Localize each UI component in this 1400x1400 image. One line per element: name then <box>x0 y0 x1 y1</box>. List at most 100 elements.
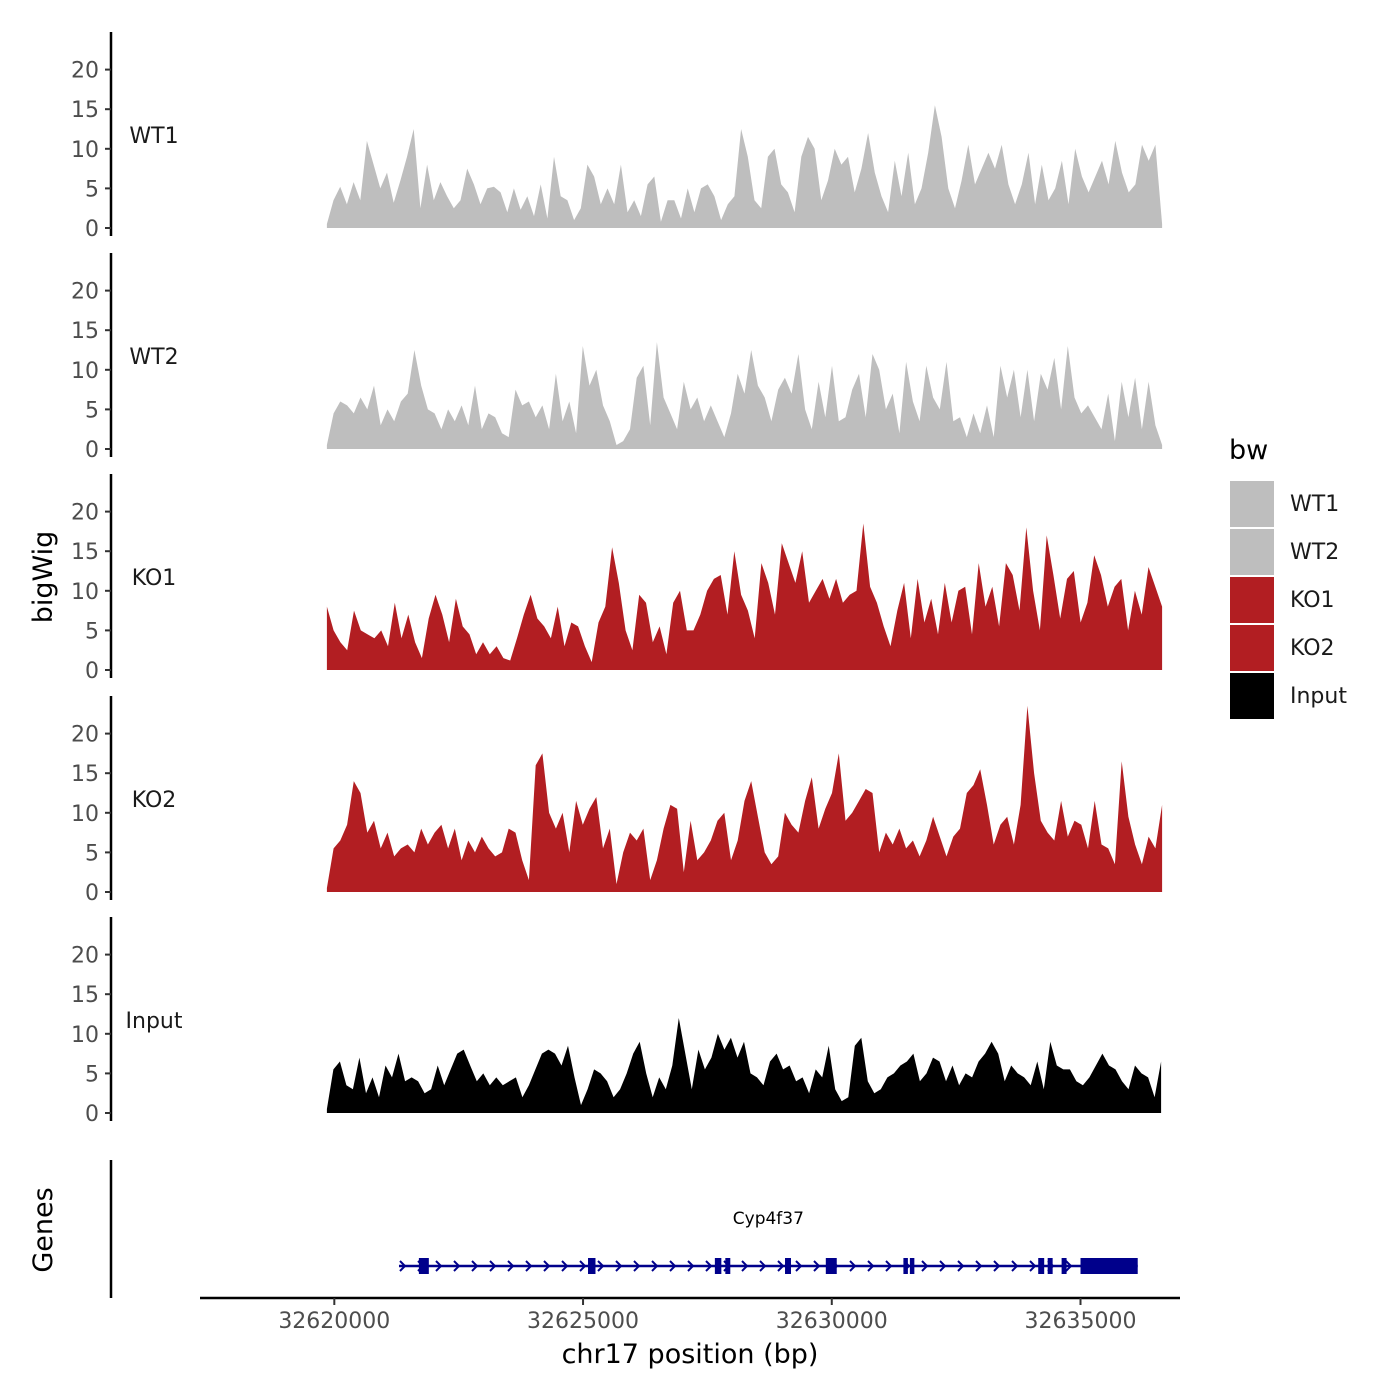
strand-arrow <box>651 1260 659 1272</box>
strand-arrow <box>975 1260 983 1272</box>
y-tick-label: 0 <box>85 881 99 906</box>
x-tick-label: 32620000 <box>278 1309 390 1334</box>
y-tick-label: 0 <box>85 1102 99 1127</box>
track-panels: 0 5 10 15 20 WT1 0 5 10 15 20 WT2 0 5 10 15 20 KO1 0 5 10 15 2… <box>71 32 1163 1127</box>
strand-arrow <box>597 1260 605 1272</box>
y-tick-label: 10 <box>71 802 99 827</box>
y-tick-label: 20 <box>71 944 99 969</box>
strand-arrow <box>957 1260 965 1272</box>
y-tick-label: 5 <box>85 1062 99 1087</box>
x-tick-label: 32635000 <box>1025 1309 1137 1334</box>
genes-axis-title: Genes <box>28 1187 59 1272</box>
y-tick-label: 15 <box>71 98 99 123</box>
gene-exon <box>1061 1258 1067 1274</box>
area-wt2 <box>326 342 1163 449</box>
y-tick-label: 0 <box>85 438 99 463</box>
x-axis-title: chr17 position (bp) <box>562 1339 819 1370</box>
y-tick-label: 15 <box>71 983 99 1008</box>
y-tick-label: 20 <box>71 280 99 305</box>
legend-title: bw <box>1229 435 1268 466</box>
strand-arrow <box>489 1260 497 1272</box>
strand-arrow <box>741 1260 749 1272</box>
legend-key-wt2 <box>1230 529 1274 575</box>
area-input <box>326 1018 1162 1113</box>
strand-arrow <box>543 1260 551 1272</box>
gene-exon <box>588 1258 596 1274</box>
legend-label-input: Input <box>1290 684 1347 709</box>
x-axis: 32620000 32625000 32630000 32635000 <box>200 1296 1180 1334</box>
gene-exon <box>903 1258 908 1274</box>
gene-exon <box>418 1258 429 1274</box>
track-label: WT2 <box>129 345 178 370</box>
gene-exon <box>725 1258 731 1274</box>
strand-arrow <box>561 1260 569 1272</box>
y-tick-label: 15 <box>71 762 99 787</box>
y-tick-label: 5 <box>85 841 99 866</box>
strand-arrow <box>777 1260 785 1272</box>
gene-model: Cyp4f37 <box>398 1209 1138 1274</box>
gene-name-label: Cyp4f37 <box>733 1209 804 1229</box>
gene-exon <box>1080 1258 1138 1274</box>
y-tick-label: 20 <box>71 723 99 748</box>
y-tick-label: 5 <box>85 619 99 644</box>
track-label: Input <box>126 1009 183 1034</box>
x-tick-label: 32630000 <box>776 1309 888 1334</box>
strand-arrow <box>1065 1260 1073 1272</box>
genes-panel: Genes Cyp4f37 <box>28 1160 1138 1298</box>
area-ko2 <box>326 705 1163 892</box>
strand-arrow <box>669 1260 677 1272</box>
strand-arrow <box>507 1260 515 1272</box>
strand-arrow <box>1011 1260 1019 1272</box>
x-tick-label: 32625000 <box>527 1309 639 1334</box>
gene-exon <box>1038 1258 1045 1274</box>
strand-arrow <box>633 1260 641 1272</box>
gene-exon <box>1047 1258 1053 1274</box>
strand-arrow <box>849 1260 857 1272</box>
y-axis-title: bigWig <box>28 531 59 624</box>
y-tick-label: 10 <box>71 359 99 384</box>
y-tick-label: 5 <box>85 398 99 423</box>
strand-arrow <box>759 1260 767 1272</box>
strand-arrow <box>471 1260 479 1272</box>
y-tick-label: 15 <box>71 319 99 344</box>
legend-key-input <box>1230 673 1274 719</box>
y-tick-label: 10 <box>71 580 99 605</box>
strand-arrow <box>795 1260 803 1272</box>
track-input: 0 5 10 15 20 Input <box>71 917 1162 1127</box>
legend-label-wt2: WT2 <box>1290 540 1339 565</box>
y-tick-label: 15 <box>71 540 99 565</box>
legend-label-wt1: WT1 <box>1290 492 1339 517</box>
y-tick-label: 0 <box>85 659 99 684</box>
legend-label-ko2: KO2 <box>1290 636 1335 661</box>
strand-arrow <box>813 1260 821 1272</box>
track-label: KO2 <box>132 788 177 813</box>
y-tick-label: 20 <box>71 59 99 84</box>
gene-exon <box>825 1258 837 1274</box>
track-ko2: 0 5 10 15 20 KO2 <box>71 696 1163 906</box>
track-label: KO1 <box>132 566 177 591</box>
strand-arrow <box>1029 1260 1037 1272</box>
y-tick-label: 5 <box>85 177 99 202</box>
strand-arrow <box>885 1260 893 1272</box>
strand-arrow <box>525 1260 533 1272</box>
area-wt1 <box>326 105 1163 228</box>
track-ko1: 0 5 10 15 20 KO1 <box>71 474 1163 684</box>
strand-arrow <box>993 1260 1001 1272</box>
strand-arrow <box>579 1260 587 1272</box>
track-label: WT1 <box>129 124 178 149</box>
strand-arrow <box>687 1260 695 1272</box>
gene-exon <box>909 1258 915 1274</box>
strand-arrow <box>435 1260 443 1272</box>
strand-arrow <box>705 1260 713 1272</box>
strand-arrow <box>453 1260 461 1272</box>
y-tick-label: 10 <box>71 1023 99 1048</box>
y-tick-label: 0 <box>85 217 99 242</box>
gene-exon <box>785 1258 791 1274</box>
y-tick-label: 10 <box>71 138 99 163</box>
strand-arrow <box>615 1260 623 1272</box>
strand-arrow <box>939 1260 947 1272</box>
legend: bw WT1 WT2 KO1 KO2 Input <box>1229 435 1347 719</box>
track-wt1: 0 5 10 15 20 WT1 <box>71 32 1163 242</box>
y-tick-label: 20 <box>71 501 99 526</box>
